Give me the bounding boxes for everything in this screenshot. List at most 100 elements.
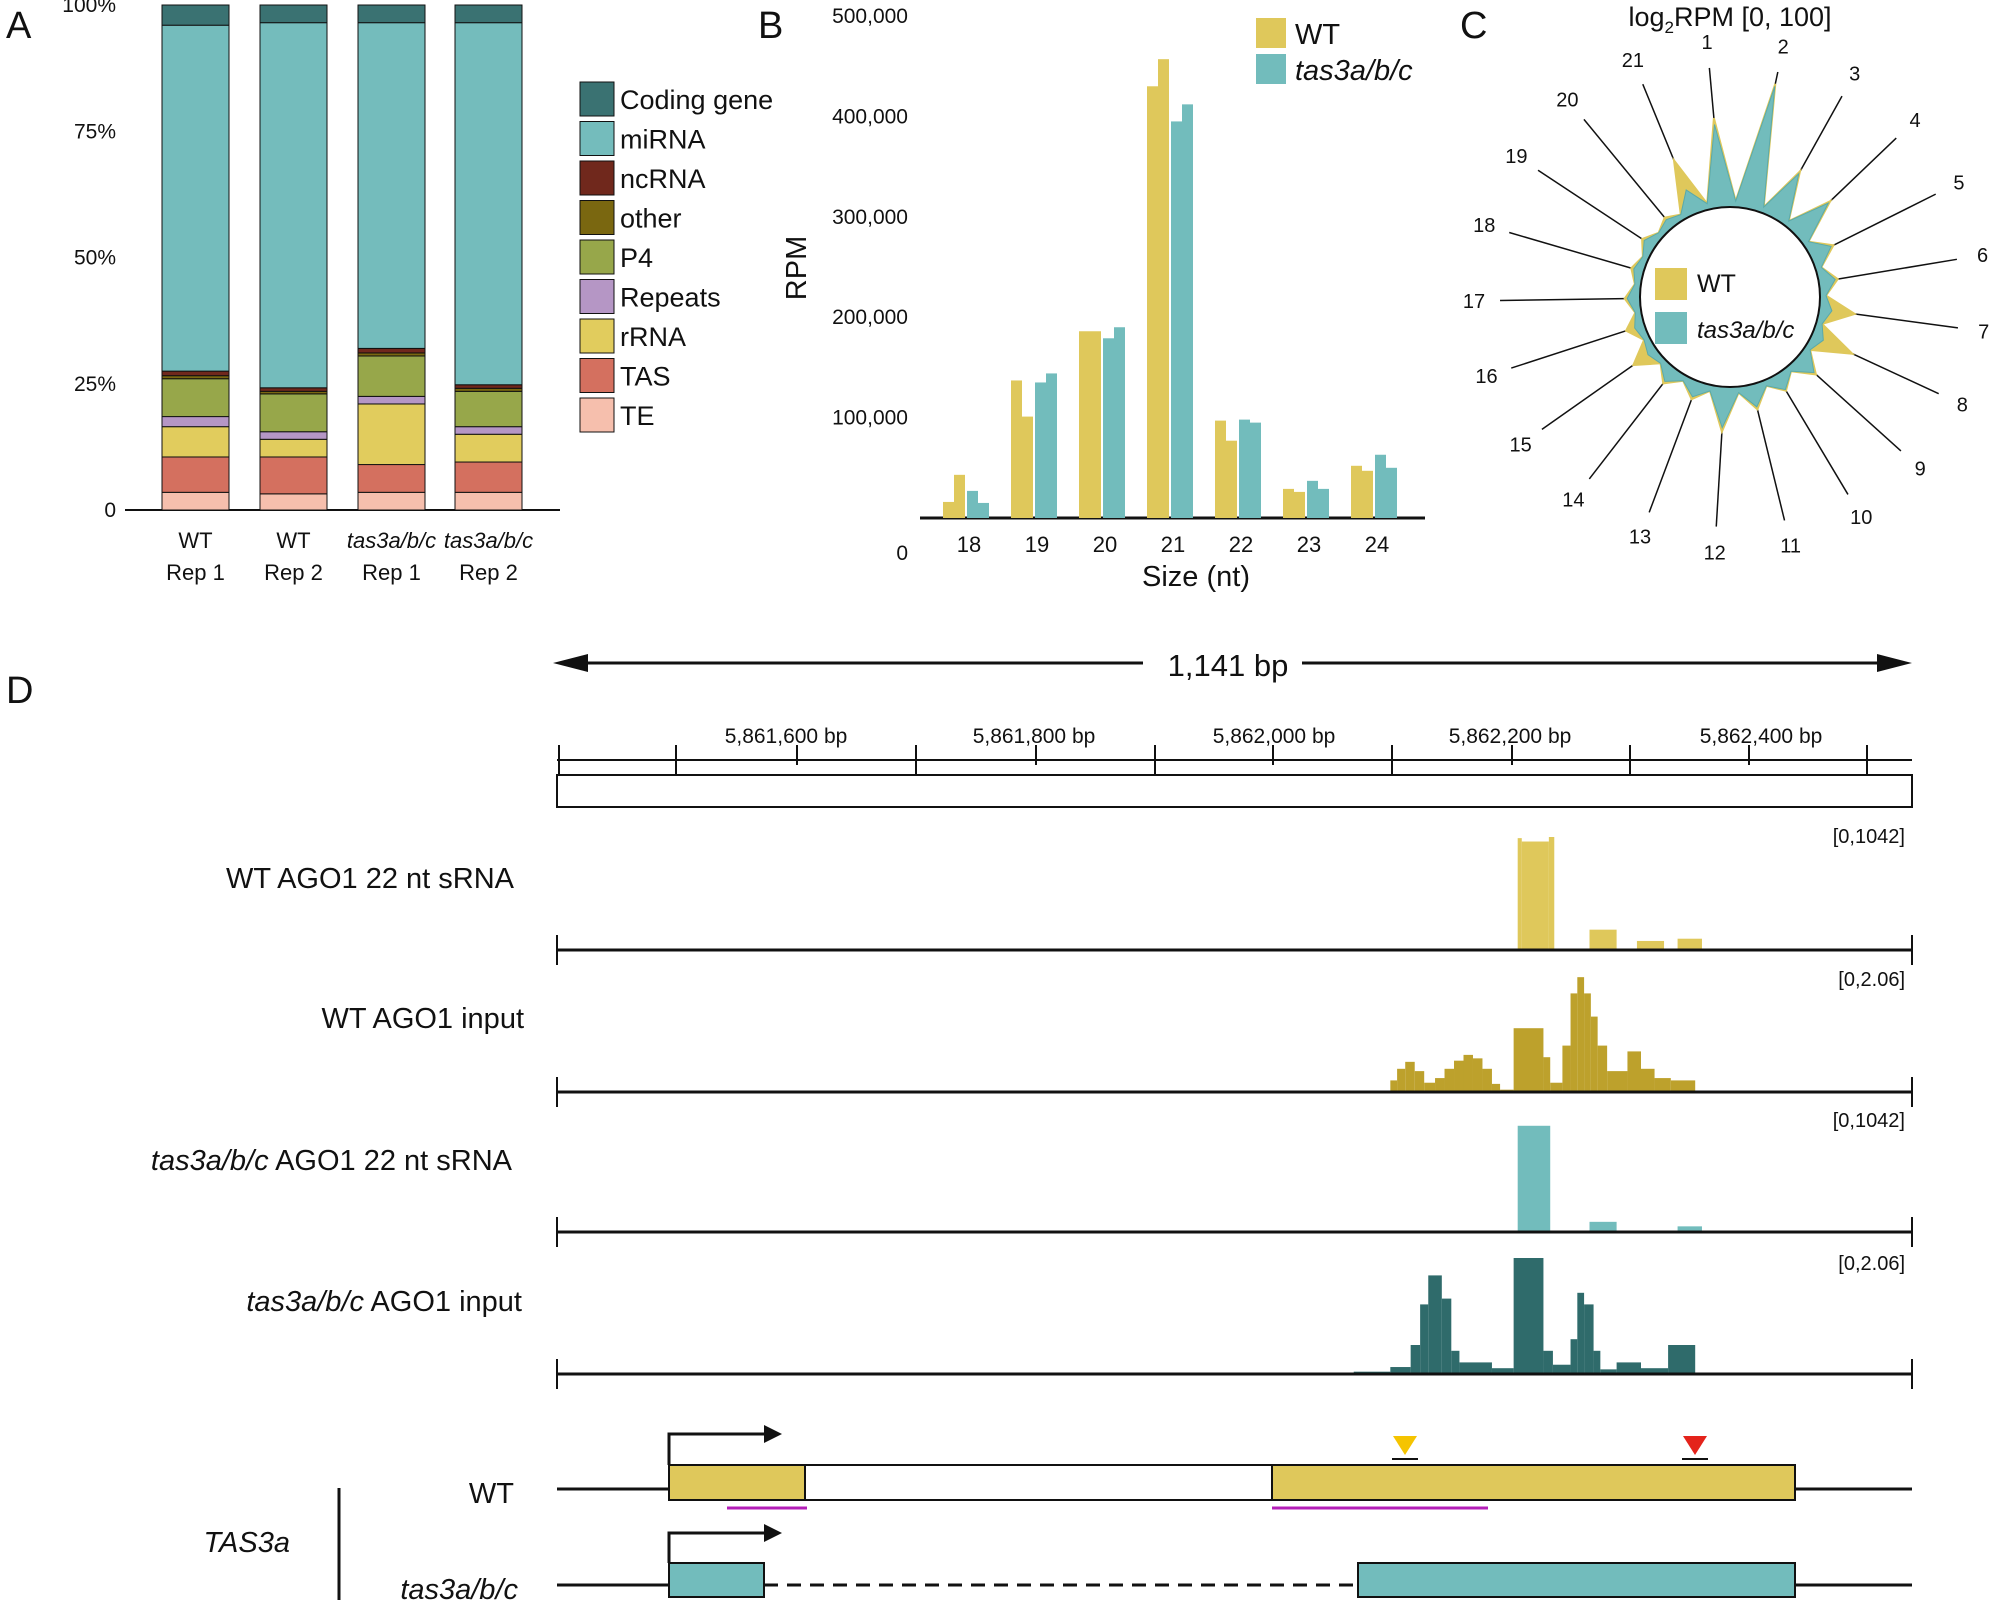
a-bar-segment-coding <box>259 4 328 24</box>
b-legend-swatch-tas3abc <box>1256 54 1286 84</box>
a-bar-segment-te <box>161 491 230 511</box>
b-bar-tas3abc <box>1239 419 1250 518</box>
d-coverage-bar-0 <box>1521 841 1549 950</box>
a-legend-swatch-ncrna <box>579 160 615 196</box>
a-bar-segment-repeats <box>454 426 523 435</box>
d-coverage-bar-3 <box>1616 1362 1641 1374</box>
a-legend-label: other <box>620 204 682 234</box>
b-legend-label: tas3a/b/c <box>1295 55 1413 87</box>
d-coverage-bar-0 <box>1517 838 1522 950</box>
c-title-main: log <box>1628 2 1664 32</box>
a-bar-segment-mirna <box>357 22 426 349</box>
a-bar-segment-mirna <box>454 22 523 386</box>
d-ruler-label: 5,862,400 bp <box>1700 725 1823 748</box>
c-axis-label: 7 <box>1978 321 1989 343</box>
d-coverage-bar-1 <box>1405 1061 1415 1092</box>
d-track-label-italic: tas3a/b/c <box>151 1145 269 1177</box>
d-track-label: WT AGO1 input <box>321 1003 524 1035</box>
b-bar-wt <box>1362 470 1373 518</box>
c-legend-label: WT <box>1697 270 1736 298</box>
panel-a-stacked-bar-chart: 0 25% 50% 75% 100% WT Rep 1 WT Rep 2 tas3a/b/c Rep… <box>62 0 773 585</box>
a-bar-segment-p4 <box>357 355 426 397</box>
d-coverage-bar-1 <box>1590 1016 1598 1092</box>
b-bar-wt <box>1351 465 1362 518</box>
a-legend-label: Repeats <box>620 283 721 313</box>
a-bar-segment-repeats <box>357 395 426 405</box>
panel-c-radar-chart: log2RPM [0, 100]1 23456789101112131415161… <box>1463 2 1989 565</box>
a-xtick-label: tas3a/b/c <box>444 528 533 553</box>
a-bar-segment-te <box>357 491 426 511</box>
b-bar-wt <box>1011 380 1022 518</box>
d-mut-tss-arrow-line <box>667 1531 772 1563</box>
a-bar-segment-ncrna <box>454 384 523 389</box>
d-coverage-bar-3 <box>1543 1350 1553 1374</box>
b-ytick-label: 0 <box>896 542 908 565</box>
a-xtick-label: Rep 2 <box>459 560 518 585</box>
panel-label-d: D <box>6 670 33 712</box>
a-legend-label: TE <box>620 401 655 431</box>
a-legend-swatch-te <box>579 397 615 433</box>
a-ytick-label: 75% <box>74 120 116 143</box>
a-legend-swatch-mirna <box>579 121 615 156</box>
d-wt-model-label: WT <box>469 1478 514 1510</box>
b-bar-tas3abc <box>1318 488 1329 518</box>
b-ytick-label: 100,000 <box>832 407 908 430</box>
b-xtick-label: 23 <box>1297 532 1321 557</box>
d-span-arrowhead-right <box>1877 654 1912 672</box>
d-wt-exon-2 <box>1271 1464 1796 1501</box>
c-spoke <box>1588 367 1676 480</box>
d-mut-tss-arrowhead <box>764 1524 782 1542</box>
a-bar-segment-repeats <box>259 431 328 440</box>
d-coverage-bar-1 <box>1584 993 1591 1092</box>
d-coverage-bar-1 <box>1472 1058 1483 1092</box>
b-bar-wt <box>954 474 965 518</box>
a-legend-label: Coding gene <box>620 85 773 115</box>
b-legend-label: WT <box>1295 19 1340 51</box>
d-coverage-bar-3 <box>1570 1339 1578 1374</box>
b-bar-wt <box>1283 488 1294 518</box>
d-coverage-bar-3 <box>1390 1367 1411 1374</box>
b-ytick-label: 500,000 <box>832 5 908 28</box>
c-axis-label: 20 <box>1556 89 1578 111</box>
b-bar-tas3abc <box>1171 121 1182 519</box>
c-spoke <box>1511 324 1645 369</box>
c-axis-label: 18 <box>1473 215 1495 237</box>
a-bar-segment-tas <box>357 464 426 493</box>
a-bar-segment-mirna <box>259 22 328 389</box>
c-axis-label: 14 <box>1562 490 1584 512</box>
a-bar-segment-rrna <box>454 433 523 463</box>
b-bar-wt <box>1158 59 1169 519</box>
d-ruler-label: 5,862,200 bp <box>1449 725 1572 748</box>
b-bar-wt <box>1147 86 1158 518</box>
b-bar-wt <box>1022 416 1033 518</box>
d-mut-exon-2 <box>1357 1562 1796 1598</box>
a-bar-segment-ncrna <box>357 347 426 354</box>
b-bar-tas3abc <box>967 490 978 518</box>
a-bar-segment-ncrna <box>259 387 328 392</box>
c-axis-label: 5 <box>1953 172 1964 194</box>
d-track-label-text: WT AGO1 input <box>321 1003 524 1035</box>
c-axis-label: 9 <box>1915 458 1926 480</box>
b-x-axis-label: Size (nt) <box>1142 561 1250 593</box>
d-coverage-bar-0 <box>1548 837 1555 950</box>
a-xtick-label: Rep 1 <box>166 560 225 585</box>
c-spoke <box>1509 231 1644 273</box>
a-bar-segment-coding <box>357 4 426 24</box>
b-bar-tas3abc <box>978 502 989 518</box>
d-coverage-bar-3 <box>1441 1298 1452 1374</box>
d-coverage-bar-0 <box>1589 929 1617 950</box>
a-legend-label: rRNA <box>620 322 686 352</box>
d-track-range: [0,2.06] <box>1838 969 1905 991</box>
a-xtick-label: Rep 1 <box>362 560 421 585</box>
b-bar-tas3abc <box>1046 373 1057 518</box>
d-coverage-bar-2 <box>1517 1125 1551 1232</box>
d-gene-label: TAS3a <box>203 1527 290 1559</box>
d-coverage-bar-1 <box>1627 1051 1641 1092</box>
a-legend-swatch-rrna <box>579 318 615 354</box>
c-spoke <box>1537 169 1656 249</box>
b-bar-tas3abc <box>1250 422 1261 518</box>
d-coverage-bar-1 <box>1562 1045 1571 1092</box>
d-coverage-bar-1 <box>1397 1068 1406 1092</box>
b-ytick-label: 400,000 <box>832 105 908 128</box>
a-legend-label: miRNA <box>620 125 706 155</box>
